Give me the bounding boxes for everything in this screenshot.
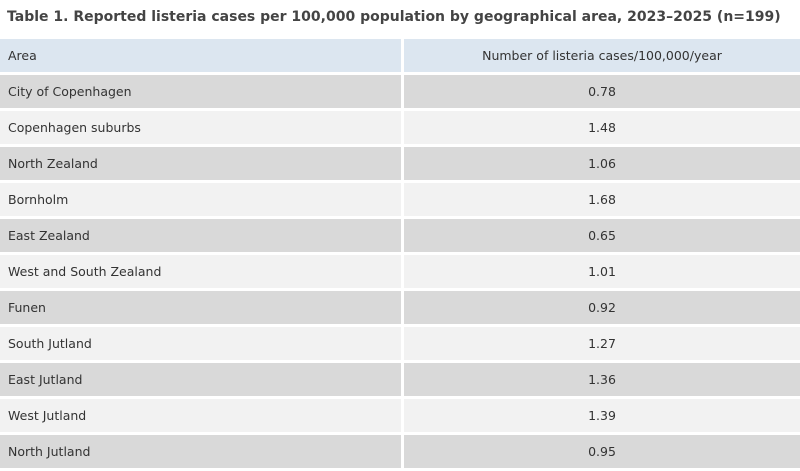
table-row: North Jutland 0.95	[0, 435, 800, 468]
value-cell: 1.68	[404, 183, 800, 216]
area-cell: Funen	[0, 291, 401, 324]
area-cell: West Jutland	[0, 399, 401, 432]
value-cell: 0.78	[404, 75, 800, 108]
value-cell: 1.48	[404, 111, 800, 144]
table-row: West and South Zealand 1.01	[0, 255, 800, 288]
area-cell: North Zealand	[0, 147, 401, 180]
table-row: West Jutland 1.39	[0, 399, 800, 432]
table-row: East Jutland 1.36	[0, 363, 800, 396]
value-cell: 0.92	[404, 291, 800, 324]
table-row: North Zealand 1.06	[0, 147, 800, 180]
value-cell: 0.95	[404, 435, 800, 468]
table-row: East Zealand 0.65	[0, 219, 800, 252]
listeria-table: Area Number of listeria cases/100,000/ye…	[0, 39, 800, 471]
value-cell: 1.36	[404, 363, 800, 396]
table-row: South Jutland 1.27	[0, 327, 800, 360]
value-cell: 1.39	[404, 399, 800, 432]
table-row: Copenhagen suburbs 1.48	[0, 111, 800, 144]
area-cell: South Jutland	[0, 327, 401, 360]
value-cell: 1.06	[404, 147, 800, 180]
table-header-row: Area Number of listeria cases/100,000/ye…	[0, 39, 800, 72]
area-cell: East Zealand	[0, 219, 401, 252]
area-cell: East Jutland	[0, 363, 401, 396]
value-cell: 1.01	[404, 255, 800, 288]
value-cell: 0.65	[404, 219, 800, 252]
area-cell: City of Copenhagen	[0, 75, 401, 108]
table-row: Bornholm 1.68	[0, 183, 800, 216]
area-cell: Bornholm	[0, 183, 401, 216]
table-row: City of Copenhagen 0.78	[0, 75, 800, 108]
header-cases: Number of listeria cases/100,000/year	[404, 39, 800, 72]
area-cell: Copenhagen suburbs	[0, 111, 401, 144]
header-area: Area	[0, 39, 401, 72]
area-cell: West and South Zealand	[0, 255, 401, 288]
area-cell: North Jutland	[0, 435, 401, 468]
value-cell: 1.27	[404, 327, 800, 360]
table-row: Funen 0.92	[0, 291, 800, 324]
table-title: Table 1. Reported listeria cases per 100…	[7, 9, 781, 25]
